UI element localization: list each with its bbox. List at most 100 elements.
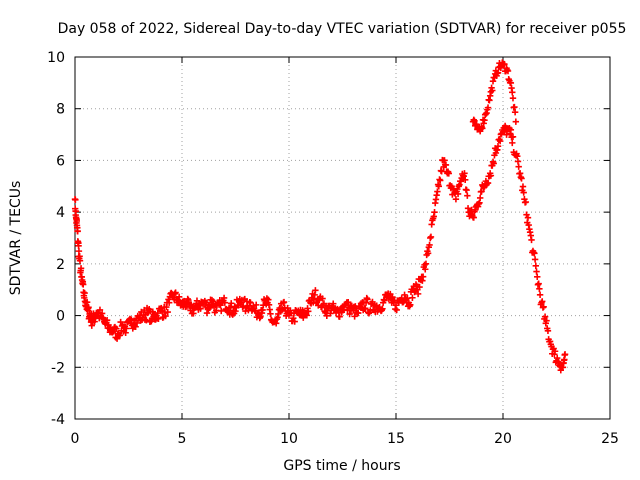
data-point (77, 265, 85, 272)
data-point (536, 285, 543, 293)
x-tick-label: 0 (71, 431, 80, 447)
data-point (539, 298, 546, 305)
y-tick-label: 4 (56, 205, 65, 221)
data-point (381, 297, 388, 304)
data-point (379, 305, 386, 312)
data-point (494, 142, 502, 150)
data-point (303, 312, 311, 319)
axis-ticks (74, 56, 611, 420)
data-point (509, 95, 517, 102)
data-point (330, 300, 337, 307)
data-point (522, 198, 530, 206)
data-point (85, 304, 92, 311)
data-point (305, 308, 312, 315)
data-point (551, 348, 559, 355)
data-point (291, 318, 298, 325)
data-point (164, 308, 171, 316)
data-point (155, 315, 162, 322)
data-point (478, 188, 485, 195)
data-point (461, 176, 469, 184)
data-point (83, 298, 91, 306)
x-tick-label: 15 (387, 431, 405, 447)
data-point (116, 332, 124, 339)
data-point (437, 177, 444, 184)
data-point (323, 312, 331, 319)
data-point (128, 316, 135, 323)
plot-frame (74, 56, 611, 420)
data-point (422, 260, 430, 268)
data-point (504, 67, 512, 75)
data-point (123, 325, 130, 332)
data-point (80, 281, 87, 288)
data-point (534, 273, 541, 280)
data-point (544, 327, 552, 334)
data-point (364, 296, 371, 303)
data-point (252, 301, 260, 309)
data-point (515, 163, 522, 170)
y-tick-label: 6 (56, 153, 65, 169)
data-point (143, 317, 150, 324)
data-point (193, 297, 201, 304)
data-point (96, 306, 104, 314)
data-point (481, 117, 488, 124)
data-point (419, 273, 427, 280)
data-point (407, 301, 414, 308)
data-point (319, 295, 326, 302)
data-point (113, 325, 120, 332)
data-point (320, 300, 328, 307)
data-point (507, 126, 515, 134)
data-point (431, 208, 438, 216)
data-point (409, 294, 416, 301)
y-tick-label: 10 (47, 50, 65, 66)
data-point (354, 309, 362, 317)
y-tick-label: -4 (51, 412, 65, 428)
data-point (416, 283, 423, 291)
data-point (75, 242, 82, 249)
tick-labels: 0 5 10 15 20 25 -4 -2 0 2 4 6 8 10 (47, 50, 619, 447)
data-point (464, 192, 471, 199)
data-point (523, 211, 530, 218)
data-point (197, 305, 204, 312)
x-axis-label: GPS time / hours (283, 458, 400, 474)
data-point (72, 196, 79, 204)
data-point (484, 104, 492, 111)
data-point (531, 256, 539, 263)
data-point (312, 287, 319, 294)
data-point (461, 170, 468, 177)
data-point (185, 296, 192, 304)
data-point (470, 214, 477, 221)
y-axis-label: SDTVAR / TECUs (8, 181, 24, 296)
data-point (518, 175, 525, 182)
data-marks (71, 59, 569, 374)
data-point (484, 179, 492, 187)
data-point (427, 233, 435, 241)
data-point (228, 300, 235, 307)
data-point (221, 299, 228, 306)
y-tick-label: 8 (56, 102, 65, 118)
data-point (422, 266, 429, 273)
data-point (476, 194, 484, 202)
y-tick-label: -2 (51, 360, 65, 376)
data-point (345, 298, 352, 306)
data-point (487, 172, 495, 179)
data-point (496, 137, 504, 145)
data-point (351, 313, 358, 320)
x-tick-label: 10 (280, 431, 298, 447)
data-point (74, 228, 81, 235)
data-point (528, 236, 535, 244)
data-point (172, 289, 179, 296)
data-point (490, 160, 497, 167)
data-point (442, 161, 450, 169)
data-point (519, 183, 527, 190)
data-point (532, 262, 540, 270)
data-point (336, 313, 343, 320)
data-point (561, 351, 569, 358)
data-point (165, 299, 173, 306)
y-tick-label: 2 (56, 257, 65, 273)
data-point (414, 290, 422, 298)
data-point (489, 87, 496, 94)
data-point (267, 310, 274, 317)
data-point (393, 306, 400, 314)
grid (75, 57, 610, 419)
